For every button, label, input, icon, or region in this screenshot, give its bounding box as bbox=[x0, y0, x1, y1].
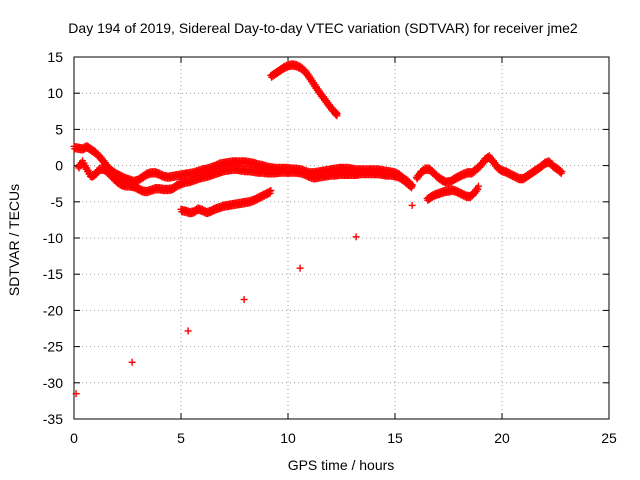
y-tick-label: -20 bbox=[43, 302, 63, 318]
series-segment-5-9h bbox=[177, 186, 275, 218]
y-tick-label: 15 bbox=[47, 49, 63, 65]
x-axis: 0 5 10 15 20 25 bbox=[70, 57, 617, 446]
y-tick-label: -5 bbox=[51, 194, 64, 210]
data-point bbox=[240, 296, 248, 304]
y-tick-label: -15 bbox=[43, 266, 63, 282]
series-segment-16-19h-lower bbox=[423, 182, 482, 204]
data-point bbox=[72, 390, 80, 398]
y-tick-label: 5 bbox=[55, 121, 63, 137]
x-axis-label: GPS time / hours bbox=[288, 457, 395, 473]
data-point bbox=[267, 186, 275, 194]
y-axis: -35 -30 -25 -20 -15 -10 -5 0 5 10 15 bbox=[43, 49, 609, 427]
data-point bbox=[128, 358, 136, 366]
x-tick-label: 0 bbox=[70, 430, 78, 446]
data-point bbox=[296, 264, 304, 272]
y-tick-label: -30 bbox=[43, 375, 63, 391]
series-upper-band bbox=[70, 142, 416, 190]
chart-title: Day 194 of 2019, Sidereal Day-to-day VTE… bbox=[68, 20, 578, 36]
y-tick-label: -25 bbox=[43, 339, 63, 355]
series-lower-band bbox=[74, 157, 416, 197]
x-tick-label: 10 bbox=[280, 430, 296, 446]
data-point bbox=[352, 233, 360, 241]
data-point bbox=[184, 327, 192, 335]
grid bbox=[74, 57, 609, 419]
data-point bbox=[408, 201, 416, 209]
y-tick-label: 10 bbox=[47, 85, 63, 101]
x-tick-label: 25 bbox=[601, 430, 617, 446]
series-isolated-points bbox=[72, 201, 416, 398]
series-segment-16-23h bbox=[412, 152, 566, 187]
y-tick-label: 0 bbox=[55, 158, 63, 174]
data-point bbox=[408, 182, 416, 190]
data-point bbox=[558, 168, 566, 176]
x-tick-label: 15 bbox=[387, 430, 403, 446]
series-segment-9-12h bbox=[267, 60, 341, 120]
y-tick-label: -35 bbox=[43, 411, 63, 427]
data-point bbox=[333, 110, 341, 118]
x-tick-label: 20 bbox=[494, 430, 510, 446]
y-axis-label: SDTVAR / TECUs bbox=[6, 184, 22, 296]
data-points bbox=[70, 60, 566, 398]
data-point bbox=[474, 182, 482, 190]
x-tick-label: 5 bbox=[177, 430, 185, 446]
data-point bbox=[474, 185, 482, 193]
y-tick-label: -10 bbox=[43, 230, 63, 246]
